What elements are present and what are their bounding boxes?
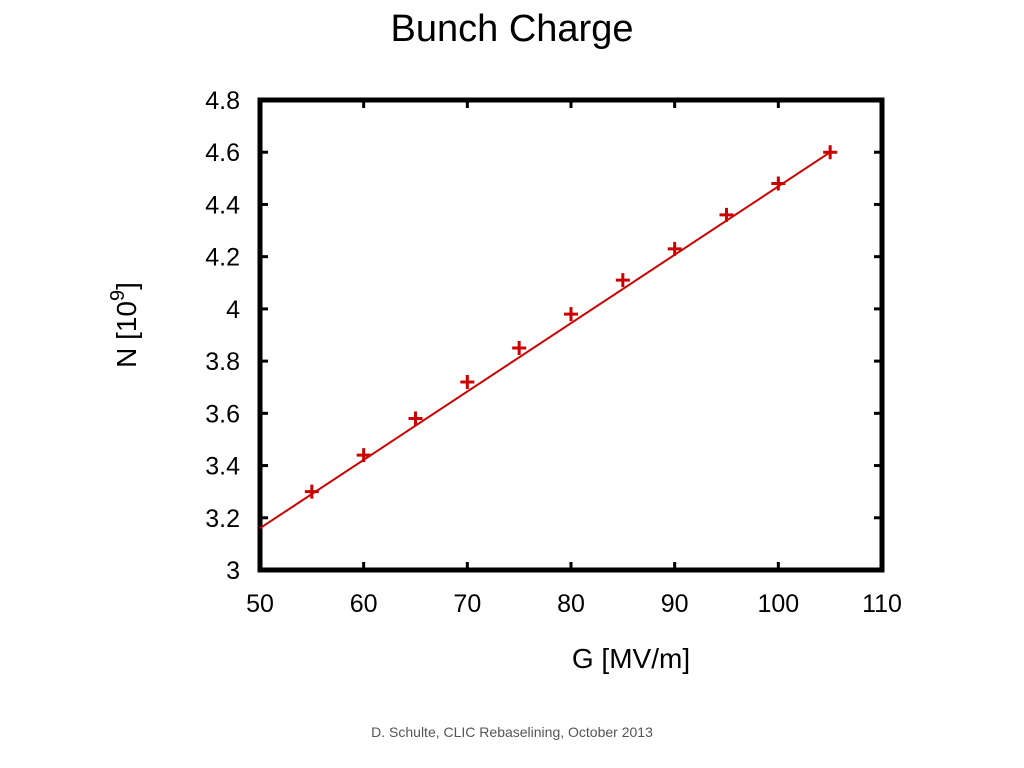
x-tick-label: 80 — [557, 590, 585, 618]
x-tick-label: 60 — [350, 590, 378, 618]
y-tick-label: 4.4 — [205, 191, 240, 219]
data-point — [719, 207, 734, 222]
y-tick-label: 4.8 — [205, 87, 240, 115]
plot-area: 50 60 70 80 90 100 110 3 3.2 3.4 3.6 3.8 4 4.2 4.4 4.6 4… — [107, 87, 902, 674]
y-tick-label: 4.6 — [205, 139, 240, 167]
data-point — [408, 411, 423, 426]
y-axis-label: N [109] — [107, 282, 142, 368]
data-point — [667, 241, 682, 256]
data-point — [823, 145, 838, 160]
y-tick-label: 4.2 — [205, 244, 240, 272]
data-point — [564, 307, 578, 322]
data-point — [771, 176, 786, 191]
y-axis-label-main: N [10 — [111, 301, 142, 368]
y-tick-label: 3.6 — [205, 400, 240, 428]
y-tick-label: 3.8 — [205, 348, 240, 376]
y-axis-label-suffix: ] — [111, 282, 142, 290]
y-tick-label: 3 — [226, 557, 240, 585]
x-tick-label: 90 — [661, 590, 689, 618]
y-tick-label: 4 — [226, 296, 240, 324]
x-tick-label: 70 — [453, 590, 481, 618]
x-tick-label: 50 — [246, 590, 274, 618]
data-point — [356, 448, 371, 463]
footer-text: D. Schulte, CLIC Rebaselining, October 2… — [371, 724, 653, 740]
series-line — [259, 151, 831, 530]
plot-frame — [257, 97, 885, 573]
x-tick-label: 110 — [862, 590, 902, 618]
data-point — [460, 375, 475, 389]
x-tick-label: 100 — [757, 590, 799, 618]
data-point — [615, 273, 630, 288]
data-point — [304, 484, 319, 499]
y-tick-label: 3.2 — [205, 505, 240, 533]
slide-title: Bunch Charge — [390, 8, 634, 50]
y-tick-label: 3.4 — [205, 453, 240, 481]
data-point — [512, 341, 527, 356]
y-axis-label-superscript: 9 — [107, 290, 129, 301]
x-axis-label: G [MV/m] — [572, 643, 690, 674]
